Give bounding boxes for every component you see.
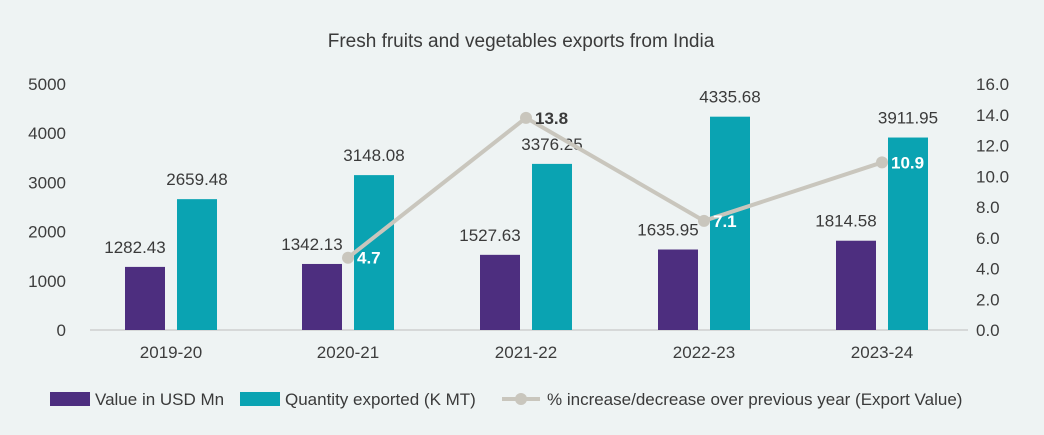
x-axis-category-label: 2019-20 — [140, 343, 202, 362]
bar-value-label: 1814.58 — [815, 212, 876, 231]
right-axis-tick-label: 16.0 — [976, 75, 1009, 94]
bar-quantity — [532, 163, 572, 330]
bar-series: 1282.43 1342.13 1527.63 1635.95 1814.58 2659.… — [104, 88, 938, 331]
legend-label: Value in USD Mn — [95, 390, 224, 409]
line-point — [876, 156, 888, 169]
line-point-label: 4.7 — [357, 249, 381, 268]
line-point-label: 7.1 — [713, 212, 737, 231]
legend-label: Quantity exported (K MT) — [285, 390, 476, 409]
right-axis-tick-label: 8.0 — [976, 198, 1000, 217]
left-axis-tick-label: 0 — [57, 321, 66, 340]
left-axis-tick-label: 5000 — [28, 75, 66, 94]
x-axis-labels: 2019-20 2020-21 2021-22 2022-23 2023-24 — [140, 343, 913, 362]
line-point — [698, 214, 710, 227]
x-axis-category-label: 2022-23 — [673, 343, 735, 362]
legend-label: % increase/decrease over previous year (… — [547, 390, 962, 409]
left-axis-tick-label: 3000 — [28, 173, 66, 192]
x-axis-category-label: 2023-24 — [851, 343, 913, 362]
line-series: 4.7 13.8 7.1 10.9 — [342, 109, 924, 268]
line-point — [520, 111, 532, 124]
legend-swatch — [50, 392, 90, 406]
chart-title: Fresh fruits and vegetables exports from… — [328, 31, 715, 52]
bar-quantity — [177, 199, 217, 330]
bar-value-label: 1527.63 — [459, 226, 520, 245]
left-axis-tick-label: 2000 — [28, 223, 66, 242]
left-axis-tick-label: 1000 — [28, 272, 66, 291]
bar-value-usd — [836, 240, 876, 330]
bar-value-label: 3911.95 — [878, 109, 938, 128]
line-point — [342, 251, 354, 264]
bar-value-usd — [125, 266, 165, 330]
right-axis-tick-label: 0.0 — [976, 321, 1000, 340]
bar-quantity — [888, 137, 928, 330]
right-axis-tick-label: 2.0 — [976, 290, 1000, 309]
bar-value-label: 1342.13 — [281, 235, 342, 254]
right-axis-tick-label: 14.0 — [976, 106, 1009, 125]
bar-value-label: 4335.68 — [699, 88, 760, 107]
right-axis-tick-label: 10.0 — [976, 167, 1009, 186]
bar-value-label: 2659.48 — [166, 170, 227, 189]
bar-value-usd — [302, 263, 342, 330]
legend-line-marker — [515, 393, 527, 405]
bar-value-label: 1635.95 — [637, 221, 698, 240]
legend: Value in USD Mn Quantity exported (K MT)%… — [50, 390, 962, 409]
right-axis-tick-label: 12.0 — [976, 137, 1009, 156]
x-axis-category-label: 2020-21 — [317, 343, 379, 362]
left-y-axis: 0 1000 2000 3000 4000 5000 — [28, 75, 66, 340]
x-axis-category-label: 2021-22 — [495, 343, 557, 362]
left-axis-tick-label: 4000 — [28, 124, 66, 143]
right-axis-tick-label: 4.0 — [976, 260, 1000, 279]
line-point-label: 13.8 — [535, 109, 568, 128]
bar-value-label: 1282.43 — [104, 238, 165, 257]
right-y-axis: 0.0 2.0 4.0 6.0 8.0 10.0 12.0 14.0 16.0 — [976, 75, 1009, 340]
line-point-label: 10.9 — [891, 153, 924, 172]
percent-change-line — [346, 115, 883, 260]
bar-value-usd — [480, 254, 520, 330]
bar-value-usd — [658, 249, 698, 330]
legend-swatch — [240, 392, 280, 406]
bar-value-label: 3148.08 — [343, 146, 404, 165]
right-axis-tick-label: 6.0 — [976, 229, 1000, 248]
bar-quantity — [354, 175, 394, 330]
bar-quantity — [710, 116, 750, 331]
